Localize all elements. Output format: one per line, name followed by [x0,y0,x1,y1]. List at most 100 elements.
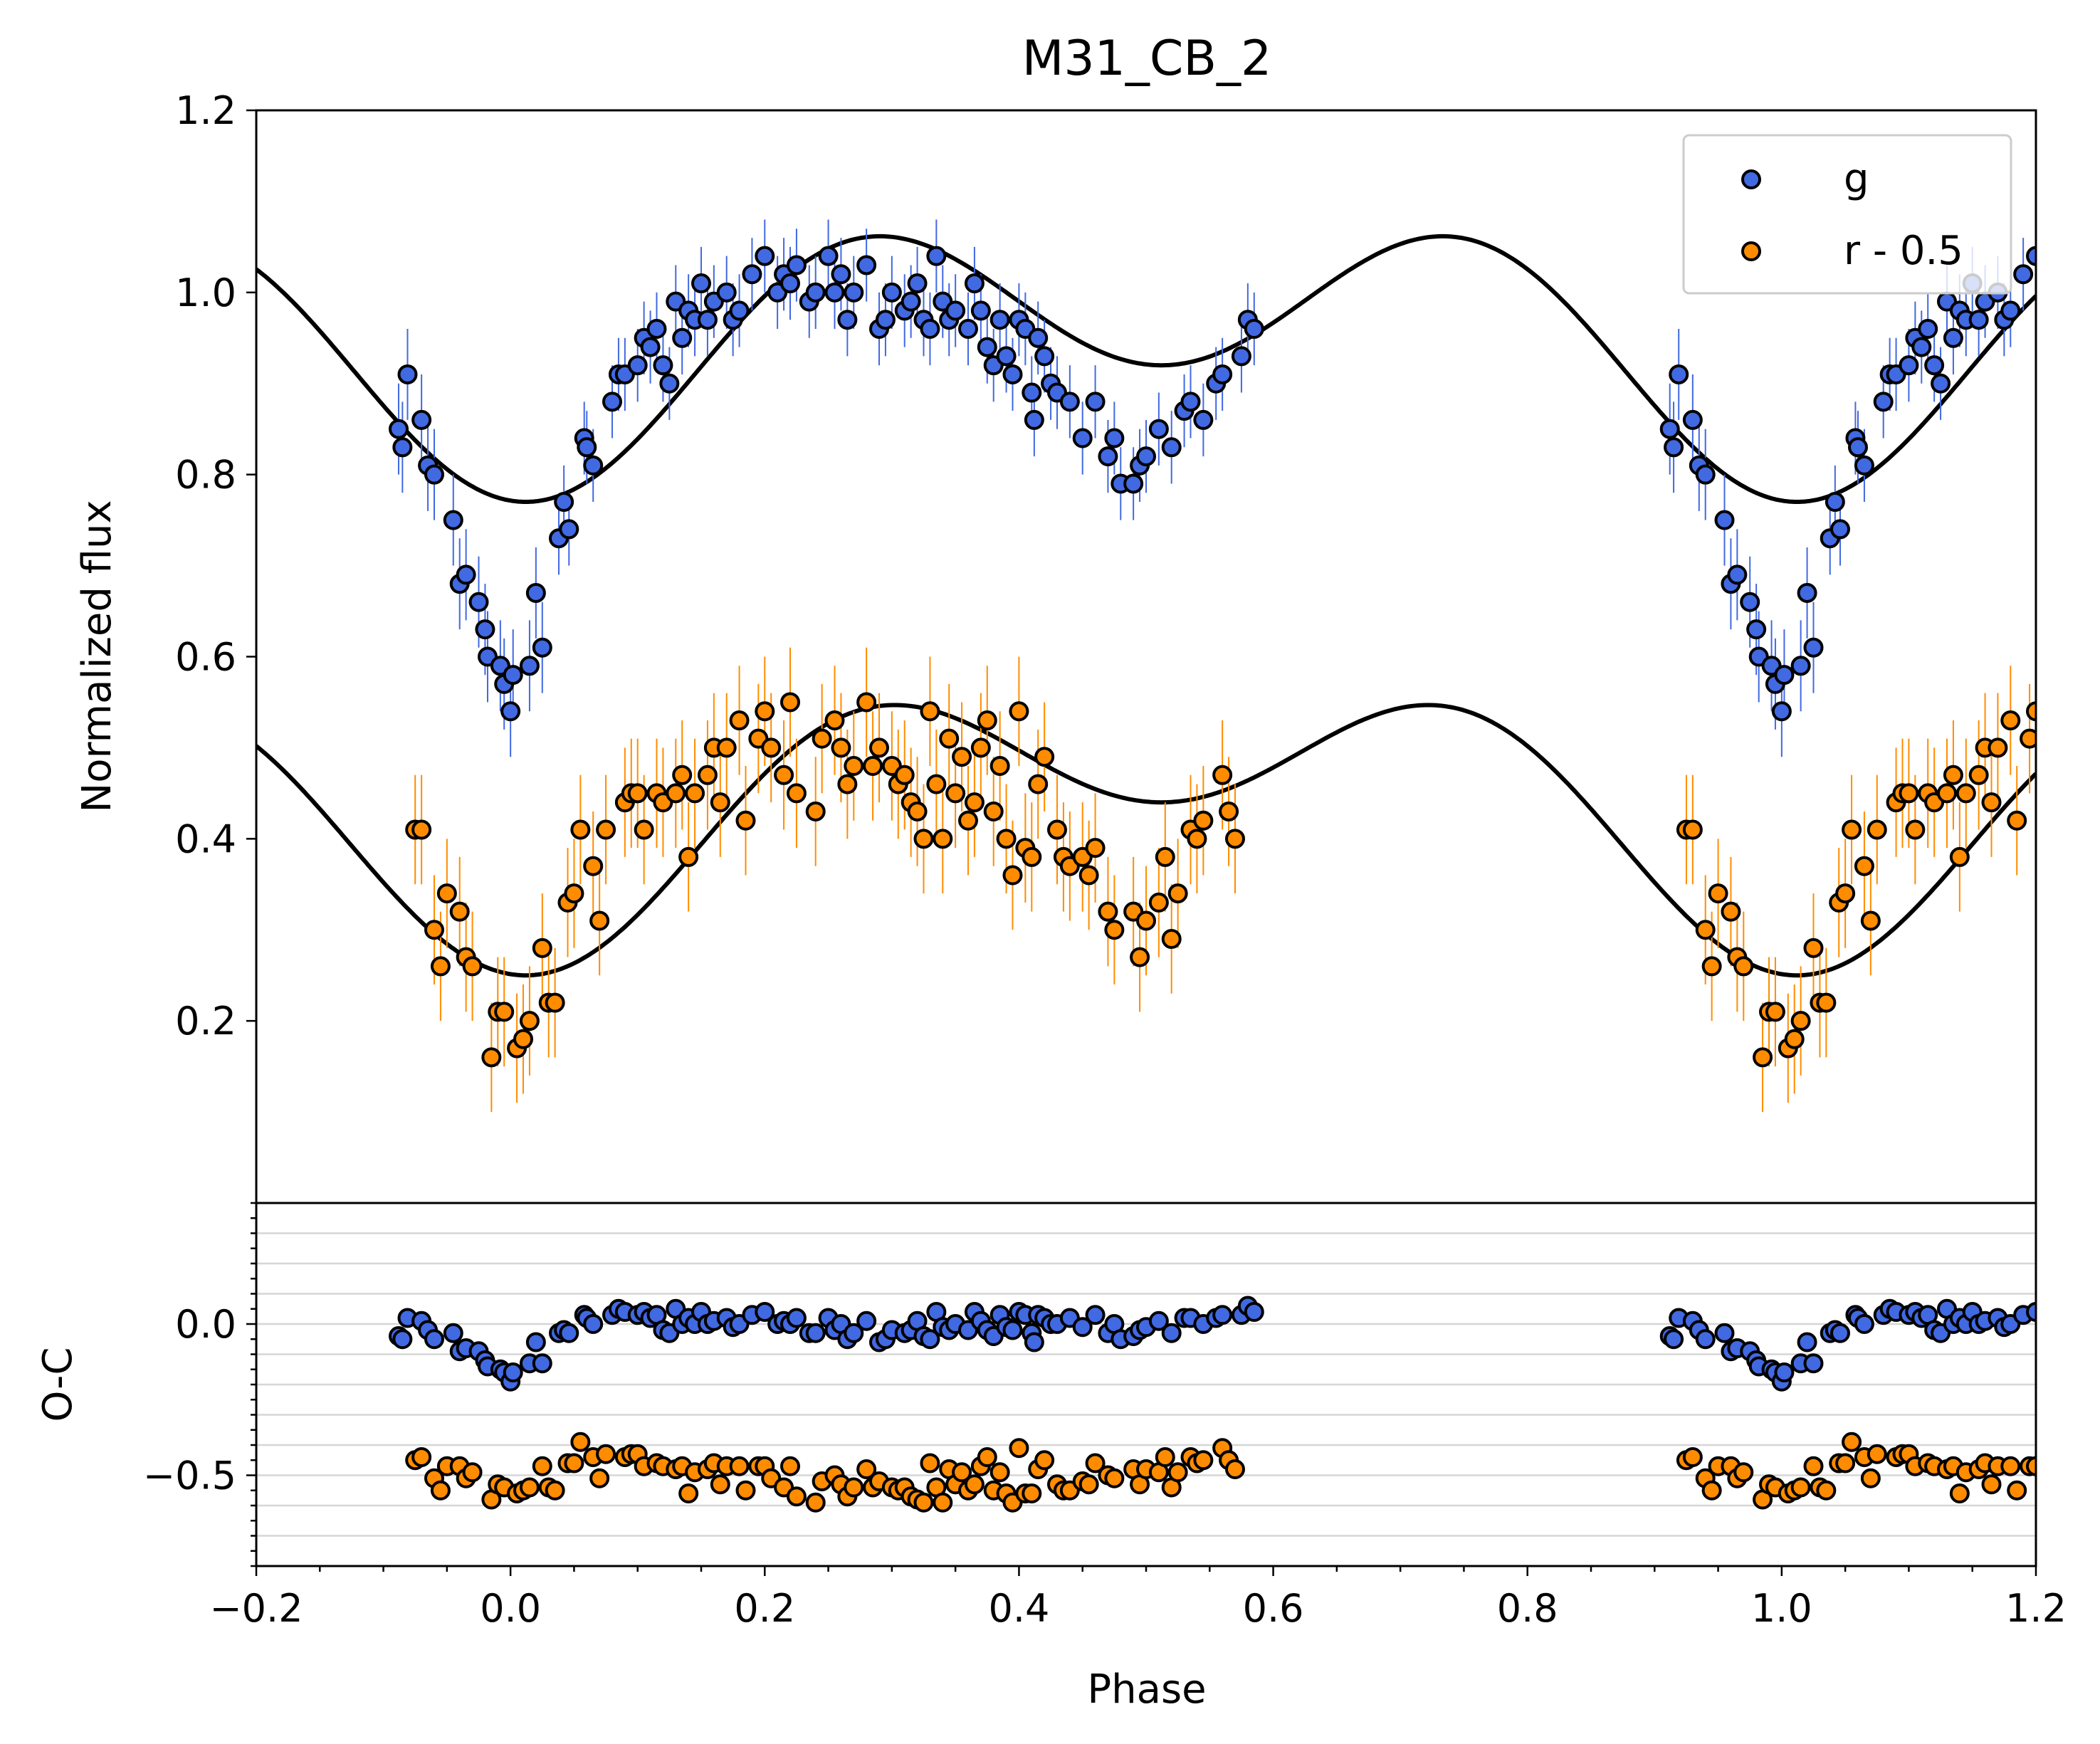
data-point-g [659,373,680,394]
data-point-g [1059,392,1080,412]
data-point-r [977,710,997,731]
data-point-r [666,783,686,804]
data-point-r [545,992,565,1013]
x-axis: −0.2 0.0 0.2 0.4 0.6 0.8 1.0 1.2 [209,1566,2067,1631]
data-point-r [2000,710,2021,731]
data-point-r [1905,819,1926,840]
legend-label-g: g [1844,156,1869,202]
data-point-r [729,710,750,731]
residual-point-r [1949,1483,1970,1503]
data-point-g [1098,446,1118,467]
data-point-r [989,756,1010,776]
x-axis-label: Phase [1087,1666,1206,1713]
residual-point-g [1212,1305,1233,1325]
x-tick-label: 0.0 [480,1586,541,1631]
data-point-r [1733,956,1754,977]
data-point-r [1949,846,1970,867]
data-point-g [729,300,750,321]
data-point-g [996,346,1017,367]
residual-point-r [411,1447,432,1467]
residual-point-r [1790,1477,1811,1498]
data-point-g [1072,428,1093,448]
residual-point-r [564,1453,584,1474]
data-point-r [863,756,883,776]
residual-point-g [1695,1329,1716,1350]
residual-point-r [430,1480,451,1501]
flux-y-tick-label: 1.0 [175,270,236,315]
residual-y-tick-label: −0.5 [143,1454,236,1498]
residual-panel: −0.5 0.0 O-C [35,1202,2037,1567]
residual-y-axis-label: O-C [35,1348,81,1422]
data-point-g [1193,409,1214,430]
data-point-g [475,619,495,640]
residual-point-g [424,1329,444,1350]
residual-point-r [856,1459,877,1479]
data-point-r [907,801,928,821]
legend-frame [1682,134,2012,295]
residual-point-g [2026,1302,2036,1322]
residual-point-r [729,1456,750,1476]
data-point-g [1848,437,1868,458]
x-tick-label: 0.4 [988,1586,1049,1631]
x-tick-label: 0.8 [1497,1586,1558,1631]
residual-point-r [952,1462,972,1483]
data-point-r [1981,792,2002,813]
residual-point-r [1022,1483,1042,1503]
data-point-g [1854,455,1874,476]
data-point-g [1727,564,1748,585]
residual-point-g [1002,1320,1023,1340]
data-point-g [1899,355,1919,376]
data-point-g [1212,364,1233,384]
residual-point-g [1854,1314,1874,1334]
residual-point-r [678,1483,699,1503]
data-point-g [958,319,978,339]
data-point-r [1009,701,1029,722]
data-point-r [449,901,470,922]
data-point-g [443,510,463,530]
data-point-r [1955,783,1976,804]
data-point-g [1180,392,1201,412]
data-point-g [1664,437,1684,458]
data-point-g [755,246,775,266]
data-point-r [869,737,889,758]
residual-point-g [920,1329,940,1350]
residual-plot-area [389,1296,2036,1513]
x-tick-label: 1.0 [1751,1586,1812,1631]
data-point-r [1968,765,1989,785]
residual-point-g [1830,1323,1850,1343]
data-point-g [424,464,444,485]
residual-point-r [1034,1450,1055,1471]
data-point-g [1797,582,1817,603]
residual-point-g [559,1323,579,1343]
data-point-r [436,883,457,904]
data-point-g [1682,409,1703,430]
data-point-g [977,337,997,357]
data-point-r [1002,865,1023,886]
data-point-r [1034,747,1055,767]
residual-point-r [844,1477,864,1498]
data-point-r [1078,865,1099,886]
data-point-r [780,692,800,713]
legend: g r - 0.5 [1682,134,2012,295]
data-point-g [1034,346,1055,367]
data-point-r [996,829,1017,849]
data-point-r [1708,883,1728,904]
data-point-g [1669,364,1689,384]
flux-y-tick-label: 0.4 [175,816,236,861]
data-point-g [519,656,540,676]
residual-point-r [532,1456,552,1476]
data-point-g [875,310,896,330]
residual-point-g [1664,1329,1684,1350]
residual-point-g [805,1323,826,1343]
data-point-r [583,856,604,876]
data-point-g [1774,665,1795,685]
data-point-r [1937,783,1957,804]
x-tick-label: 0.2 [734,1586,795,1631]
data-point-g [1830,519,1850,540]
data-point-r [716,737,737,758]
data-point-r [913,829,934,849]
data-point-r [1098,901,1118,922]
data-point-g [824,282,845,303]
residual-point-r [1225,1459,1245,1479]
data-point-r [970,737,991,758]
